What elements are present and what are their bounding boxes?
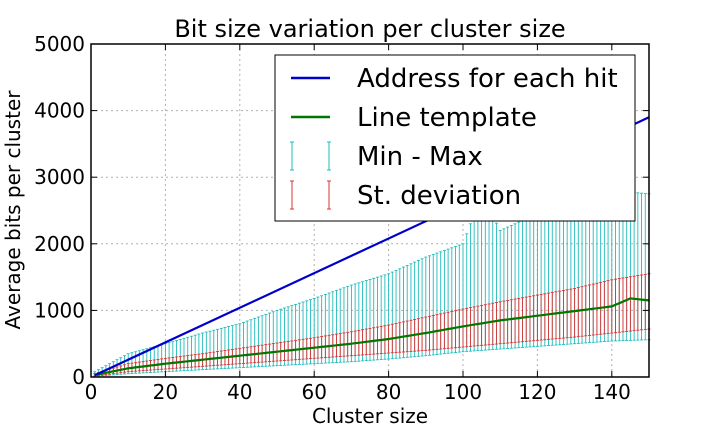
legend-label-address: Address for each hit (357, 64, 618, 94)
legend-swatch-std (290, 180, 331, 210)
y-tick-label: 5000 (34, 32, 85, 56)
legend: Address for each hit Line template Min -… (274, 54, 636, 222)
legend-box (274, 54, 636, 222)
y-tick-label: 0 (72, 365, 85, 389)
x-tick-label: 0 (85, 380, 98, 404)
legend-label-minmax: Min - Max (357, 142, 483, 172)
plot-frame (90, 43, 650, 378)
y-tick-label: 1000 (34, 298, 85, 322)
chart-title: Bit size variation per cluster size (174, 15, 565, 43)
y-tick-label: 3000 (34, 165, 85, 189)
x-axis-label: Cluster size (312, 404, 428, 428)
series-line-template (94, 297, 650, 377)
x-tick-label: 20 (153, 380, 178, 404)
x-tick-label: 40 (227, 380, 252, 404)
x-tick-label: 140 (593, 380, 631, 404)
ticks: 0 20 40 60 80 100 120 140 0 1000 2000 3000 4000 5000 (34, 32, 649, 404)
x-tick-label: 80 (376, 380, 401, 404)
x-tick-label: 100 (444, 380, 482, 404)
legend-label-std: St. deviation (357, 181, 521, 211)
x-tick-label: 120 (518, 380, 556, 404)
legend-swatch-minmax (290, 141, 331, 171)
y-tick-label: 2000 (34, 232, 85, 256)
y-tick-label: 4000 (34, 99, 85, 123)
y-axis-label: Average bits per cluster (1, 90, 25, 330)
x-tick-label: 60 (301, 380, 326, 404)
legend-label-template: Line template (357, 103, 537, 133)
